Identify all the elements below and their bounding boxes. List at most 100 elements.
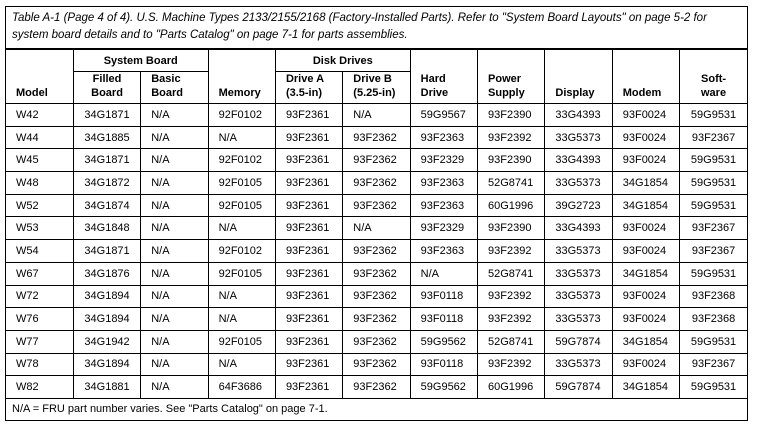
cell-power-supply: 60G1996 xyxy=(477,193,546,218)
parts-table: Model System Board Memory Disk Drives Ha… xyxy=(6,49,747,420)
cell-filled-board: 34G1871 xyxy=(72,103,142,127)
cell-basic-board: N/A xyxy=(140,125,209,150)
cell-modem: 93F0024 xyxy=(611,216,681,241)
header-power-supply: Power Supply xyxy=(477,49,546,104)
header-text: Modem xyxy=(622,87,662,99)
table-row: W52 34G1874 N/A 92F0105 93F2361 93F2362 93F236… xyxy=(6,193,747,218)
cell-model: W78 xyxy=(6,352,74,377)
cell-basic-board: N/A xyxy=(140,284,209,309)
cell-soft-ware: 59G9531 xyxy=(679,329,747,354)
cell-model: W77 xyxy=(6,329,74,354)
cell-drive-a-3-5-in: 93F2361 xyxy=(274,284,344,309)
cell-display: 33G5373 xyxy=(544,307,613,331)
cell-model: W54 xyxy=(6,239,74,263)
header-text: Filled xyxy=(92,73,122,85)
cell-modem: 93F0024 xyxy=(611,352,681,377)
cell-soft-ware: 59G9531 xyxy=(679,193,747,218)
cell-display: 33G4393 xyxy=(544,148,613,173)
cell-hard-drive: 59G9562 xyxy=(409,375,479,399)
header-text: (5.25-in) xyxy=(353,87,396,99)
cell-drive-a-3-5-in: 93F2361 xyxy=(274,352,344,377)
cell-hard-drive: 93F2329 xyxy=(409,148,479,173)
cell-hard-drive: 93F2363 xyxy=(409,171,479,195)
cell-modem: 34G1854 xyxy=(611,171,681,195)
cell-soft-ware: 93F2367 xyxy=(679,352,747,377)
cell-display: 59G7874 xyxy=(544,375,613,399)
cell-power-supply: 52G8741 xyxy=(477,329,546,354)
header-filled-board: Filled Board xyxy=(73,71,142,104)
cell-soft-ware: 59G9531 xyxy=(679,148,747,173)
header-text: ware xyxy=(701,87,727,99)
cell-power-supply: 93F2392 xyxy=(477,125,546,150)
cell-display: 59G7874 xyxy=(544,329,613,354)
table-row: W48 34G1872 N/A 92F0105 93F2361 93F2362 93F236… xyxy=(6,171,747,195)
header-text: Display xyxy=(555,87,595,99)
table-caption: Table A-1 (Page 4 of 4). U.S. Machine Ty… xyxy=(6,7,747,49)
header-text: Drive xyxy=(420,87,449,99)
cell-modem: 34G1854 xyxy=(611,375,681,399)
cell-hard-drive: N/A xyxy=(409,261,479,286)
header-text: Basic xyxy=(151,73,181,85)
header-model: Model xyxy=(6,49,74,104)
cell-drive-a-3-5-in: 93F2361 xyxy=(274,125,344,150)
cell-filled-board: 34G1848 xyxy=(72,216,142,241)
cell-power-supply: 60G1996 xyxy=(477,375,546,399)
cell-drive-b-5-25-in: 93F2362 xyxy=(342,261,411,286)
cell-model: W72 xyxy=(6,284,74,309)
cell-memory: N/A xyxy=(207,284,276,309)
cell-memory: 92F0105 xyxy=(207,193,276,218)
cell-modem: 93F0024 xyxy=(611,125,681,150)
cell-model: W44 xyxy=(6,125,74,150)
cell-hard-drive: 59G9567 xyxy=(409,103,479,127)
cell-basic-board: N/A xyxy=(140,261,209,286)
cell-drive-b-5-25-in: N/A xyxy=(342,216,411,241)
cell-memory: 92F0102 xyxy=(207,148,276,173)
header-display: Display xyxy=(544,49,613,104)
header-memory: Memory xyxy=(207,49,276,104)
header-hard-drive: Hard Drive xyxy=(409,49,479,104)
group-system-board: System Board xyxy=(72,49,209,72)
cell-basic-board: N/A xyxy=(140,352,209,377)
cell-power-supply: 93F2392 xyxy=(477,239,546,263)
cell-hard-drive: 93F2363 xyxy=(409,239,479,263)
footnote: N/A = FRU part number varies. See "Parts… xyxy=(6,397,747,420)
cell-drive-a-3-5-in: 93F2361 xyxy=(274,261,344,286)
cell-filled-board: 34G1872 xyxy=(72,171,142,195)
header-text: Power xyxy=(488,73,522,85)
cell-modem: 93F0024 xyxy=(611,148,681,173)
cell-drive-a-3-5-in: 93F2361 xyxy=(274,239,344,263)
cell-soft-ware: 93F2367 xyxy=(679,216,747,241)
cell-power-supply: 52G8741 xyxy=(477,171,546,195)
cell-drive-b-5-25-in: 93F2362 xyxy=(342,171,411,195)
sub-header-row: Filled Board Basic Board Drive A (3.5-in) D… xyxy=(6,71,747,104)
cell-soft-ware: 59G9531 xyxy=(679,375,747,399)
header-text: Board xyxy=(151,87,183,99)
cell-modem: 34G1854 xyxy=(611,329,681,354)
cell-display: 33G4393 xyxy=(544,216,613,241)
group-header-row: Model System Board Memory Disk Drives Ha… xyxy=(6,49,747,104)
cell-drive-b-5-25-in: 93F2362 xyxy=(342,284,411,309)
cell-basic-board: N/A xyxy=(140,329,209,354)
cell-modem: 93F0024 xyxy=(611,307,681,331)
cell-modem: 93F0024 xyxy=(611,239,681,263)
header-text: Drive A xyxy=(285,73,325,85)
cell-basic-board: N/A xyxy=(140,239,209,263)
cell-power-supply: 93F2390 xyxy=(477,148,546,173)
cell-basic-board: N/A xyxy=(140,216,209,241)
cell-modem: 34G1854 xyxy=(611,193,681,218)
parts-table-container: Table A-1 (Page 4 of 4). U.S. Machine Ty… xyxy=(5,6,748,421)
table-row: W72 34G1894 N/A N/A 93F2361 93F2362 93F0118 93F… xyxy=(6,284,747,309)
cell-display: 33G4393 xyxy=(544,103,613,127)
cell-power-supply: 93F2392 xyxy=(477,307,546,331)
cell-modem: 93F0024 xyxy=(611,284,681,309)
cell-display: 33G5373 xyxy=(544,284,613,309)
cell-drive-b-5-25-in: N/A xyxy=(342,103,411,127)
cell-model: W76 xyxy=(6,307,74,331)
cell-drive-b-5-25-in: 93F2362 xyxy=(342,148,411,173)
cell-drive-b-5-25-in: 93F2362 xyxy=(342,239,411,263)
cell-soft-ware: 93F2367 xyxy=(679,239,747,263)
cell-drive-a-3-5-in: 93F2361 xyxy=(274,329,344,354)
header-basic-board: Basic Board xyxy=(140,71,209,104)
table-row: W76 34G1894 N/A N/A 93F2361 93F2362 93F0118 93F… xyxy=(6,307,747,331)
cell-modem: 34G1854 xyxy=(611,261,681,286)
